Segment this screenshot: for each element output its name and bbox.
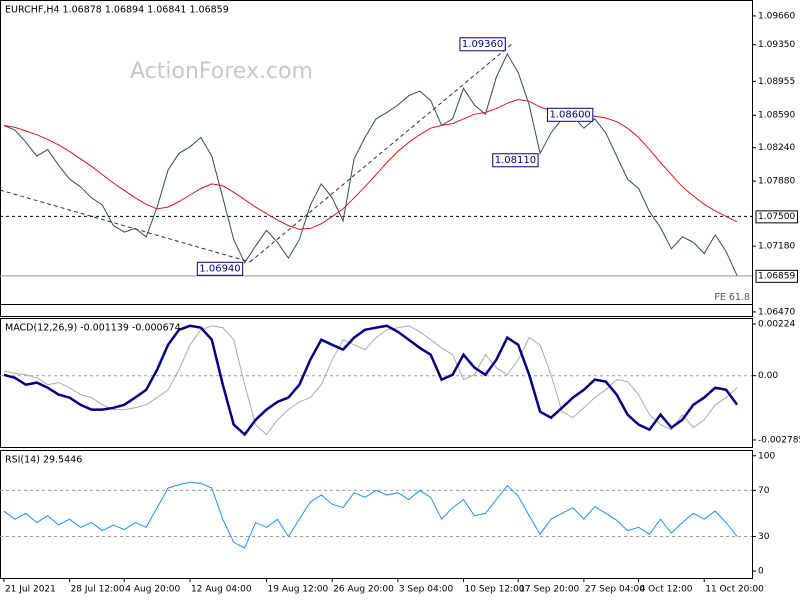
x-tick-label: 17 Sep 20:00 [519,585,579,595]
y-tick-label: 1.08590 [758,111,795,121]
y-tick-label: 1.08955 [758,77,795,87]
x-tick-label: 4 Aug 20:00 [125,585,180,595]
series-line [3,325,738,436]
level-label-box [755,210,798,224]
annotation: 1.08110 [495,155,536,166]
x-tick-label: 19 Aug 12:00 [268,585,329,595]
annotation: 1.08600 [549,109,590,120]
fe-label: FE 61.8 [714,292,750,303]
y-tick-label: 1.08240 [758,143,795,153]
y-tick-label: 0.00224 [758,320,795,330]
y-tick-label: 70 [758,486,770,496]
panel-title: MACD(12,26,9) -0.001139 -0.000674 [5,323,181,334]
y-tick-label: 1.07180 [758,242,795,252]
x-tick-label: 21 Jul 2021 [5,585,56,595]
y-tick-label: -0.002785 [758,435,800,445]
y-tick-label: 0.00 [758,371,778,381]
panel-frame [0,318,753,448]
panel-frame [0,450,753,579]
x-tick-label: 12 Aug 04:00 [191,585,252,595]
annotation-box [546,107,594,122]
x-tick-label: 10 Sep 12:00 [465,585,525,595]
trend-line [249,43,513,263]
y-tick-label: 0 [758,567,764,577]
x-tick-label: 3 Sep 04:00 [399,585,454,595]
panel-frame [0,0,753,317]
y-tick-label: 1.09660 [758,11,795,21]
level-label: 1.07500 [758,212,795,222]
level-label: 1.06859 [758,271,795,281]
annotation: 1.06940 [199,263,240,274]
x-tick-label: 4 Oct 12:00 [640,585,693,595]
y-tick-label: 1.07880 [758,177,795,187]
y-tick-label: 30 [758,532,770,542]
series-line [3,52,738,276]
annotation: 1.09360 [462,39,503,50]
series-line [3,481,738,549]
watermark: ActionForex.com [130,59,313,84]
panel-title: RSI(14) 29.5446 [5,455,82,466]
y-tick-label: 100 [758,451,775,461]
annotation-box [196,261,244,276]
x-tick-label: 26 Aug 20:00 [333,585,394,595]
y-tick-label: 1.09350 [758,40,795,50]
level-label-box [755,269,798,283]
annotation-box [492,153,539,168]
series-line [3,324,739,437]
annotation-box [459,37,506,52]
panel-title: EURCHF,H4 1.06878 1.06894 1.06841 1.0685… [5,5,229,16]
series-line [3,98,738,230]
y-tick-label: 1.06470 [758,307,795,317]
trend-line [0,189,251,263]
x-tick-label: 11 Oct 20:00 [705,585,764,595]
x-tick-label: 27 Sep 04:00 [585,585,645,595]
x-tick-label: 28 Jul 12:00 [71,585,125,595]
